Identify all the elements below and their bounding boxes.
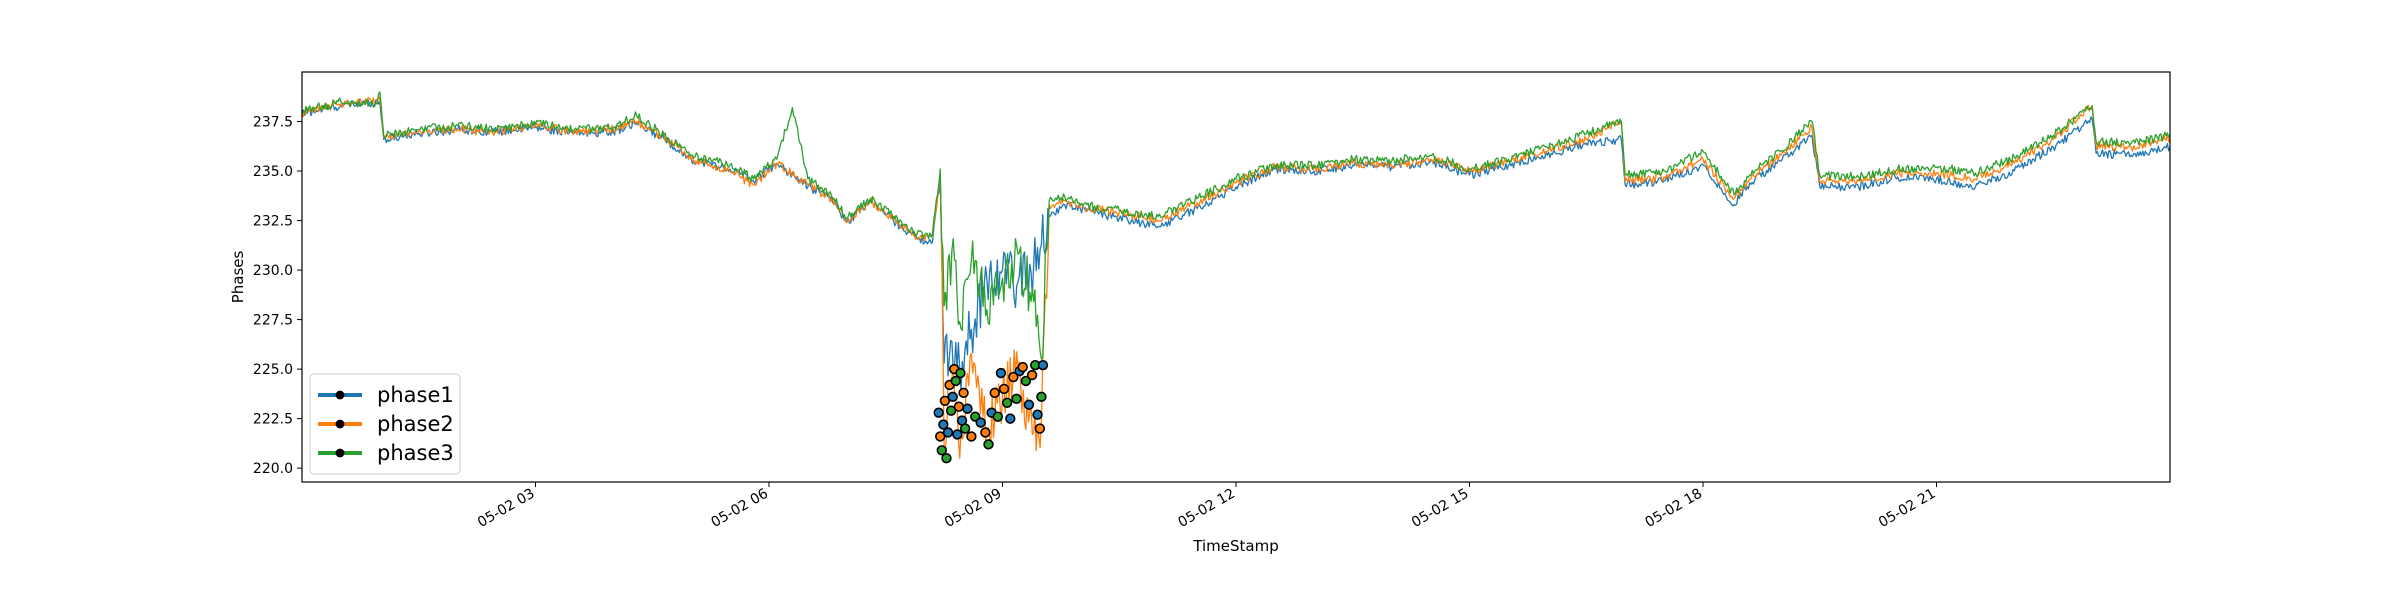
x-axis-label: TimeStamp <box>1192 537 1278 555</box>
legend: phase1 phase2 phase3 <box>309 373 461 475</box>
y-tick-label: 220.0 <box>253 461 293 477</box>
data-point-marker <box>966 431 977 442</box>
legend-label-phase2: phase2 <box>377 412 454 436</box>
data-point-marker <box>1008 371 1019 383</box>
data-point-marker <box>1036 391 1047 403</box>
data-point-marker <box>992 411 1004 422</box>
data-point-marker <box>989 387 1000 399</box>
data-point-marker <box>958 387 969 399</box>
series-line-phase1 <box>301 99 2171 391</box>
data-point-marker <box>1005 413 1016 424</box>
legend-marker-phase1 <box>335 390 345 400</box>
legend-box <box>309 373 461 475</box>
data-point-marker <box>1034 423 1046 434</box>
y-tick-label: 237.5 <box>253 115 293 131</box>
data-point-marker <box>1001 397 1013 408</box>
y-axis-label: Phases <box>229 251 247 304</box>
data-point-marker <box>945 405 957 416</box>
data-point-marker <box>942 427 954 438</box>
data-point-marker <box>1037 359 1049 371</box>
data-point-marker <box>936 445 947 456</box>
data-point-marker <box>980 427 991 438</box>
data-point-marker <box>983 439 994 450</box>
series-line-phase2 <box>301 95 2171 459</box>
data-point-marker <box>1026 369 1038 381</box>
data-point-marker <box>950 375 961 387</box>
data-point-marker <box>959 423 971 434</box>
marker-layer <box>933 359 1049 464</box>
data-point-marker <box>955 367 966 379</box>
legend-label-phase3: phase3 <box>377 441 454 465</box>
legend-marker-phase3 <box>335 448 345 458</box>
data-point-marker <box>1011 393 1022 405</box>
data-point-marker <box>953 401 965 412</box>
y-tick-label: 222.5 <box>253 412 293 428</box>
data-point-marker <box>952 429 963 440</box>
data-point-marker <box>998 383 1010 395</box>
data-point-marker <box>947 391 958 403</box>
data-point-marker <box>975 417 986 428</box>
y-tick-label: 225.0 <box>253 362 293 378</box>
series-line-phase3 <box>301 91 2171 360</box>
plot-area-frame <box>301 71 2171 483</box>
data-point-marker <box>1023 399 1035 410</box>
data-point-marker <box>995 367 1007 379</box>
y-tick-label: 230.0 <box>253 263 293 279</box>
y-tick-label: 232.5 <box>253 214 293 230</box>
y-tick-label: 235.0 <box>253 164 293 180</box>
data-point-marker <box>933 407 944 418</box>
series-layer <box>301 91 2171 459</box>
y-axis-ticks: 220.0 222.5 225.0 227.5 230.0 232.5 235.0 237.5 <box>253 115 302 477</box>
legend-label-phase1: phase1 <box>377 383 454 407</box>
data-point-marker <box>1017 361 1028 373</box>
data-point-marker <box>1020 375 1032 387</box>
data-point-marker <box>939 395 951 406</box>
data-point-marker <box>941 453 952 464</box>
data-point-marker <box>1032 409 1043 420</box>
data-point-marker <box>935 431 946 442</box>
data-point-marker <box>938 419 949 430</box>
legend-marker-phase2 <box>335 419 345 429</box>
y-tick-label: 227.5 <box>253 313 293 329</box>
data-point-marker <box>962 403 973 414</box>
